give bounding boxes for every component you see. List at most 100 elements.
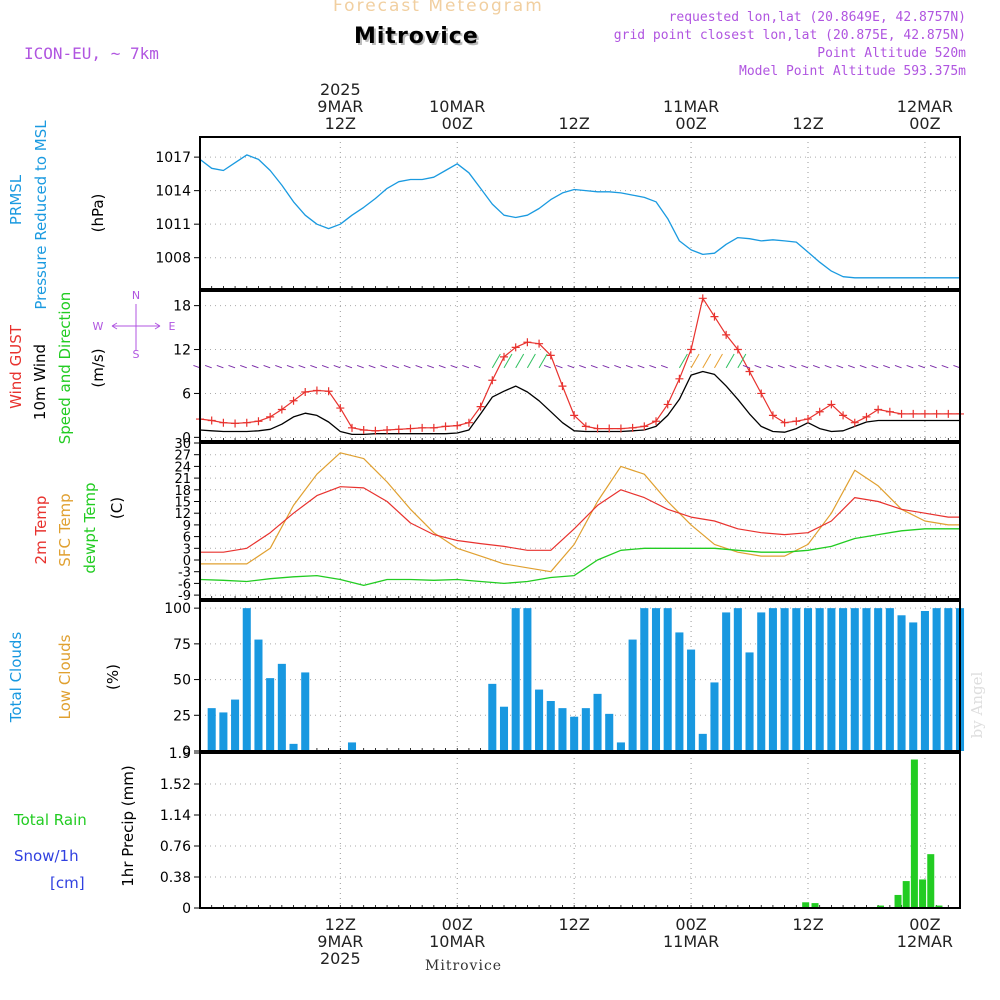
- gust-marker: [406, 424, 415, 433]
- gust-marker: [476, 402, 485, 411]
- total-cloud-bar: [207, 708, 216, 751]
- sfc-temp-label: SFC Temp: [56, 493, 74, 566]
- gust-marker: [628, 423, 637, 432]
- wind-direction-arrow: [941, 364, 949, 369]
- gust-marker: [464, 418, 473, 427]
- gust-marker: [558, 382, 567, 391]
- total-cloud-bar: [581, 708, 590, 751]
- wind-direction-arrow: [637, 364, 645, 369]
- panel-border: [199, 600, 961, 752]
- total-cloud-bar: [768, 608, 777, 751]
- total-cloud-bar: [242, 608, 251, 751]
- rain-bar: [919, 879, 927, 908]
- wind-direction-arrow: [660, 364, 668, 369]
- gust-marker: [324, 387, 333, 396]
- y-tick-label: 1.52: [160, 777, 191, 793]
- hpa-label: (hPa): [89, 194, 107, 233]
- celsius-label: (C): [108, 497, 126, 519]
- time-label-top: 00Z: [675, 114, 706, 133]
- wind-direction-arrow: [491, 353, 501, 369]
- gust-marker: [932, 409, 941, 418]
- dewpt-label: dewpt Temp: [81, 482, 99, 573]
- wind-direction-arrow: [473, 364, 481, 369]
- gust-marker: [581, 422, 590, 431]
- gust-marker: [593, 424, 602, 433]
- gust-marker: [663, 400, 672, 409]
- total-cloud-bar: [920, 611, 929, 751]
- panel-border: [199, 442, 961, 600]
- gust-marker: [780, 418, 789, 427]
- y-tick-label: 25: [173, 708, 191, 724]
- wind-direction-arrow: [614, 364, 622, 369]
- time-label-top: 2025: [320, 80, 361, 99]
- panel-1: 0 6 12 18: [173, 290, 964, 446]
- y-tick-label: -6: [178, 577, 191, 592]
- y-tick-label: 0: [182, 430, 191, 446]
- time-label-bottom: 12MAR: [897, 932, 953, 951]
- y-tick-label: 27: [174, 449, 191, 464]
- wind-direction-arrow: [538, 353, 548, 369]
- pressure-label: Pressure Reduced to MSL: [32, 120, 50, 310]
- wind-direction-arrow: [649, 364, 657, 369]
- gust-marker: [277, 405, 286, 414]
- total-cloud-bar: [897, 615, 906, 751]
- y-tick-label: 18: [174, 484, 191, 499]
- total-cloud-bar: [605, 713, 614, 751]
- wind-direction-arrow: [392, 364, 399, 369]
- y-tick-label: 1014: [155, 184, 191, 200]
- total-cloud-bar: [862, 608, 871, 751]
- total-cloud-bar: [827, 608, 836, 751]
- wind-direction-arrow: [544, 364, 551, 369]
- wind-direction-arrow: [251, 364, 259, 369]
- wind-direction-arrow: [754, 364, 762, 369]
- y-tick-label: 9: [183, 519, 191, 534]
- gust-marker: [359, 426, 368, 435]
- time-label-bottom: 12Z: [558, 915, 589, 934]
- gust-marker: [289, 396, 298, 405]
- wind-direction-arrow: [894, 364, 902, 369]
- time-label-bottom: 00Z: [442, 915, 473, 934]
- gust-marker: [231, 419, 240, 428]
- low-clouds-label: Low Clouds: [56, 634, 74, 719]
- time-label-top: 11MAR: [663, 97, 719, 116]
- y-tick-label: 6: [183, 531, 191, 546]
- total-cloud-bar: [593, 693, 602, 751]
- total-cloud-bar: [523, 608, 532, 751]
- total-cloud-bar: [640, 608, 649, 751]
- y-tick-label: 0: [182, 901, 191, 917]
- model-altitude: Model Point Altitude 593.375m: [739, 64, 966, 79]
- wind-direction-arrow: [590, 364, 598, 369]
- wind-direction-arrow: [333, 364, 341, 369]
- panel-3: 0 25 50 75 100: [164, 600, 965, 760]
- wind-direction-arrow: [228, 364, 236, 369]
- wind-direction-arrow: [871, 364, 879, 369]
- wind-direction-arrow: [216, 364, 224, 369]
- y-tick-label: 30: [174, 437, 191, 452]
- wind-direction-arrow: [450, 364, 458, 369]
- sfc-temp-line: [200, 452, 960, 573]
- y-tick-label: 24: [174, 460, 191, 475]
- gust-marker: [418, 423, 427, 432]
- gust-marker: [312, 386, 321, 395]
- wind-direction-arrow: [286, 364, 294, 369]
- wind-direction-arrow: [368, 364, 376, 369]
- total-cloud-bar: [733, 608, 742, 751]
- wind-direction-arrow: [356, 364, 364, 369]
- compass-n: N: [132, 289, 140, 302]
- y-tick-label: 0: [182, 744, 191, 760]
- gust-marker: [640, 422, 649, 431]
- rain-bar: [910, 759, 918, 908]
- y-tick-label: 18: [173, 299, 191, 315]
- y-tick-label: 100: [164, 601, 191, 617]
- total-cloud-bar: [219, 712, 228, 751]
- total-cloud-bar: [347, 742, 357, 751]
- gust-marker: [535, 339, 544, 348]
- total-cloud-bar: [651, 608, 661, 751]
- compass-rose: [111, 304, 161, 350]
- compass-w: W: [93, 320, 104, 333]
- gust-marker: [254, 417, 263, 426]
- time-label-bottom: 9MAR: [317, 932, 363, 951]
- gust-marker: [815, 407, 824, 416]
